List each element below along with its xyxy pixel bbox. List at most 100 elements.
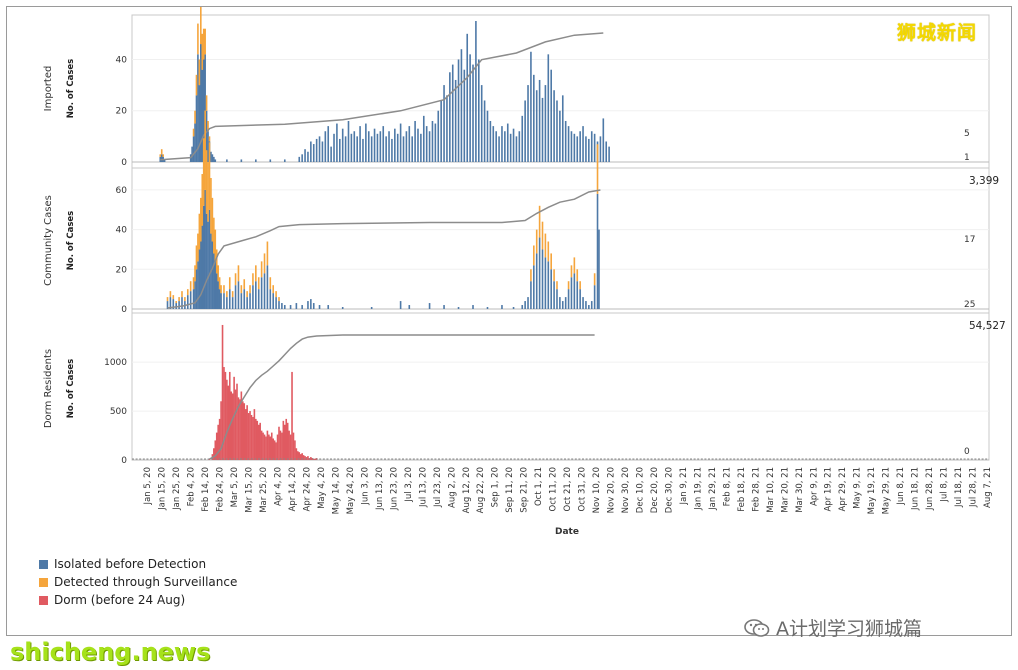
bar — [159, 154, 162, 157]
bar — [576, 269, 579, 282]
bar — [166, 301, 169, 309]
bar — [573, 273, 576, 309]
bar — [231, 291, 234, 298]
x-tick-label: Apr 24, 20 — [303, 467, 313, 511]
watermark-bottom-left: shicheng.news — [10, 638, 211, 666]
bar — [538, 237, 541, 309]
bar — [518, 131, 521, 162]
bar — [498, 136, 500, 162]
bar — [310, 299, 312, 309]
bar — [202, 59, 205, 162]
bar — [585, 136, 587, 162]
bar — [192, 128, 195, 137]
y-tick-label: 1000 — [104, 358, 127, 368]
bar — [314, 458, 316, 460]
bar — [492, 126, 495, 162]
bar — [530, 269, 532, 282]
bar — [260, 430, 263, 460]
bar — [524, 100, 526, 162]
bar — [443, 85, 445, 162]
panel-title: Imported — [43, 66, 54, 112]
bar — [243, 289, 246, 309]
x-tick-label: Oct 31, 20 — [578, 467, 588, 511]
bar — [160, 154, 163, 162]
bar — [550, 253, 552, 270]
bar — [172, 299, 175, 309]
bar — [298, 156, 301, 162]
bar — [605, 141, 608, 162]
x-tick-label: Feb 18, 21 — [737, 467, 747, 512]
bar — [428, 303, 431, 309]
bar — [237, 281, 240, 309]
bar — [405, 131, 408, 162]
bar — [588, 305, 590, 309]
watermark-wechat-text: A计划学习狮城篇 — [776, 618, 922, 640]
bar — [408, 126, 411, 162]
bar — [440, 100, 442, 162]
bar — [249, 293, 251, 309]
x-tick-label: May 4, 20 — [317, 467, 327, 509]
bar — [486, 307, 489, 309]
bar — [273, 440, 276, 460]
bar — [204, 28, 206, 55]
bar — [559, 297, 561, 309]
bar — [550, 69, 552, 162]
bar — [269, 436, 272, 460]
bar — [218, 289, 221, 309]
x-tick-label: Nov 30, 20 — [621, 467, 631, 513]
bar — [307, 151, 309, 162]
bar — [544, 257, 547, 309]
bar — [198, 85, 201, 162]
bar — [288, 430, 290, 460]
bar — [590, 301, 593, 309]
bar — [257, 424, 260, 460]
x-tick-label: Nov 20, 20 — [607, 467, 617, 513]
x-tick-label: Jun 28, 21 — [925, 467, 935, 511]
end-value-label: 25 — [964, 300, 975, 310]
bar — [297, 451, 299, 460]
bar — [570, 265, 573, 278]
bar — [197, 54, 199, 163]
bar — [266, 241, 269, 266]
bar — [200, 44, 202, 163]
bar — [324, 131, 327, 162]
bar — [446, 95, 448, 162]
bar — [207, 221, 209, 309]
bar — [585, 301, 587, 309]
bar — [201, 174, 204, 226]
bar — [547, 241, 550, 262]
cumulative-total-label: 54,527 — [969, 320, 1006, 332]
cumulative-total-label: 3,399 — [969, 175, 999, 187]
bar — [197, 23, 199, 55]
bar — [213, 217, 215, 254]
bar — [208, 136, 211, 142]
bar — [318, 136, 321, 162]
bar — [544, 85, 547, 162]
bar — [269, 289, 272, 309]
bar — [298, 452, 301, 460]
bar — [547, 261, 550, 309]
x-tick-label: Jan 15, 20 — [158, 467, 168, 511]
x-tick-label: Feb 14, 20 — [201, 467, 211, 512]
bar — [218, 418, 221, 460]
bar — [226, 297, 228, 309]
bar — [269, 277, 272, 290]
bar — [204, 189, 206, 309]
bar — [299, 454, 302, 460]
bar — [561, 301, 564, 309]
bar — [576, 281, 579, 309]
bar — [195, 74, 198, 96]
bar — [295, 448, 298, 460]
bar — [411, 136, 413, 162]
bar — [228, 371, 231, 460]
bar — [457, 59, 460, 162]
bar — [202, 205, 205, 309]
bar — [252, 416, 254, 460]
bar — [217, 265, 219, 282]
bar — [240, 391, 243, 460]
bar — [599, 136, 602, 162]
bar — [202, 138, 205, 206]
bar — [181, 297, 183, 309]
bar — [535, 90, 538, 162]
bar — [590, 131, 593, 162]
